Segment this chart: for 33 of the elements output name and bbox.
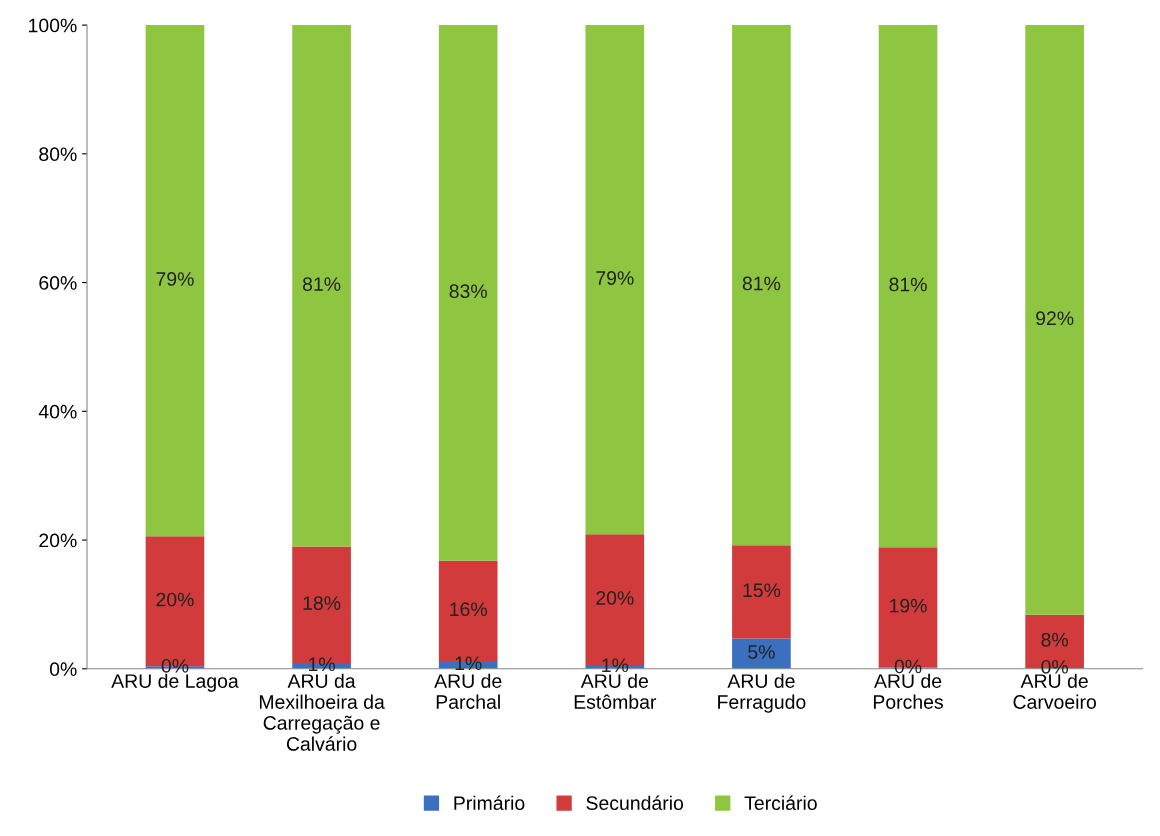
x-tick-label: ARU de Lagoa: [111, 673, 239, 692]
data-label: 15%: [743, 583, 781, 598]
data-label: 83%: [449, 284, 487, 299]
y-tick-label: 60%: [39, 276, 77, 290]
data-label: 81%: [889, 277, 927, 292]
data-label: 20%: [156, 592, 194, 607]
x-tick-label: ARU de Carvoeiro: [1013, 673, 1096, 709]
x-tick-label: ARU de Ferragudo: [718, 673, 806, 713]
y-tick-label: 20%: [39, 533, 77, 548]
data-label: 19%: [890, 598, 927, 613]
data-label: 8%: [1041, 632, 1068, 647]
data-label: 1%: [602, 658, 629, 673]
y-tick-label: 40%: [38, 404, 77, 419]
x-tick-label: ARU da Mexilhoeira da Carregação e Calvário: [259, 673, 385, 751]
data-label: 20%: [596, 591, 634, 605]
data-label: 92%: [1036, 311, 1074, 326]
data-label: 5%: [748, 645, 775, 659]
data-label: 18%: [303, 596, 341, 610]
x-tick-label: ARU de Estômbar: [574, 673, 657, 709]
x-tick-label: ARU de Parchal: [434, 673, 502, 709]
data-label: 0%: [161, 658, 189, 673]
y-tick-label: 0%: [49, 662, 77, 677]
y-tick-label: 80%: [39, 147, 77, 162]
data-label: 16%: [450, 602, 487, 617]
data-label: 81%: [302, 277, 341, 292]
legend-label: Terciário: [744, 795, 817, 811]
data-label: 81%: [742, 276, 781, 291]
x-tick-label: ARU de Porches: [873, 673, 943, 709]
data-label: 79%: [156, 272, 194, 286]
data-label: 79%: [596, 271, 634, 285]
y-tick-label: 100%: [29, 18, 77, 33]
legend-label: Primário: [454, 795, 525, 811]
legend-label: Secundário: [586, 795, 684, 811]
